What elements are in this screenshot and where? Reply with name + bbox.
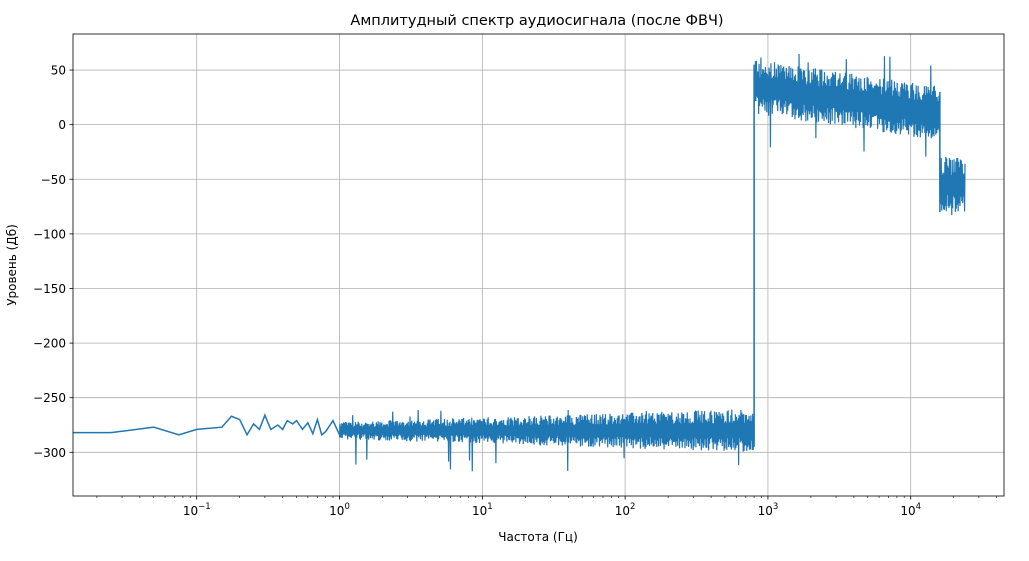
x-tick-exponent: 2 (630, 502, 635, 512)
plot-frame (72, 33, 1005, 497)
y-tick-label: −50 (41, 173, 66, 187)
x-tick-label: 102 (615, 502, 636, 518)
x-tick-base: 10 (472, 504, 487, 518)
noise-band (338, 54, 966, 472)
x-tick-label: 101 (472, 502, 493, 518)
x-axis: 10−1 100 101 102 103 104 (96, 496, 997, 518)
y-axis-title: Уровень (Дб) (5, 224, 19, 306)
y-tick-label: 0 (58, 118, 66, 132)
x-tick-base: 10 (183, 504, 198, 518)
y-tick-label: 50 (51, 64, 66, 78)
x-axis-title: Частота (Гц) (498, 530, 578, 544)
y-tick-label: −250 (33, 391, 66, 405)
x-tick-label: 100 (329, 502, 350, 518)
noise-band-trace (338, 54, 966, 472)
x-tick-label: 103 (758, 502, 779, 518)
y-tick-label: −100 (33, 227, 66, 241)
x-tick-base: 10 (615, 504, 630, 518)
x-tick-base: 10 (329, 504, 344, 518)
x-tick-exponent: 0 (344, 502, 349, 512)
x-tick-exponent: 4 (916, 502, 921, 512)
x-tick-label: 104 (900, 502, 921, 518)
grid (73, 34, 1004, 496)
x-tick-exponent: 3 (773, 502, 778, 512)
x-tick-base: 10 (758, 504, 773, 518)
plot-area (73, 54, 966, 472)
y-axis: 50 0 −50 −100 −150 −200 −250 −300 (33, 64, 73, 460)
y-tick-label: −150 (33, 282, 66, 296)
y-tick-label: −200 (33, 337, 66, 351)
y-tick-label: −300 (33, 446, 66, 460)
chart-title: Амплитудный спектр аудиосигнала (после Ф… (350, 13, 723, 29)
x-tick-label: 10−1 (183, 502, 211, 518)
x-tick-base: 10 (900, 504, 915, 518)
x-tick-exponent: 1 (487, 502, 492, 512)
x-tick-exponent: −1 (198, 502, 211, 512)
series-line-low-frequency (73, 413, 341, 437)
